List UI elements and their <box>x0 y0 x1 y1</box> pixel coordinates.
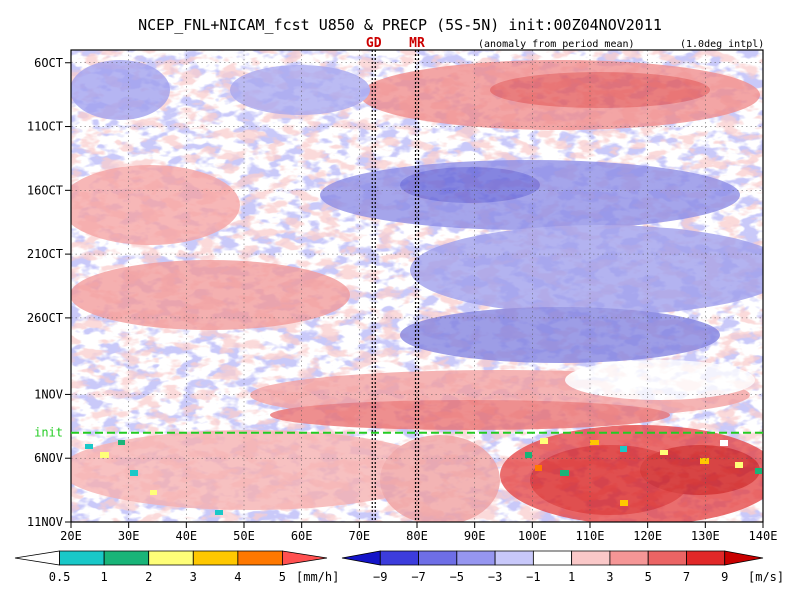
precip-pixels <box>85 438 762 515</box>
x-tick-label: 80E <box>406 529 428 543</box>
chart-subtitle-right: (1.0deg intpl) <box>680 39 764 50</box>
colorbar-swatch <box>532 550 573 566</box>
x-tick-label: 30E <box>118 529 140 543</box>
colorbar-swatch <box>192 550 239 566</box>
colorbar-swatch <box>341 550 381 566</box>
colorbar-swatch <box>282 550 328 566</box>
marker-label: GD <box>366 36 382 51</box>
y-tick-label: 21OCT <box>27 247 63 261</box>
colorbar-unit: [m/s] <box>748 570 784 584</box>
y-tick-label: 11NOV <box>27 515 63 529</box>
colorbar-swatch <box>237 550 283 566</box>
station-markers: GD MR <box>366 36 425 522</box>
y-tick-label: 16OCT <box>27 183 63 197</box>
y-tick-label: 11OCT <box>27 120 63 134</box>
colorbar-label: −1 <box>526 570 540 584</box>
y-tick-label: 1NOV <box>34 387 63 401</box>
grid-lines <box>71 50 763 522</box>
y-tick-label: 6OCT <box>34 56 63 70</box>
colorbar-label: 2 <box>145 570 152 584</box>
colorbar-label: 5 <box>645 570 652 584</box>
colorbar-swatch <box>647 550 687 566</box>
colorbar-label: −9 <box>373 570 387 584</box>
init-label: init <box>34 426 63 440</box>
colorbar-label: −5 <box>450 570 464 584</box>
anomaly-field <box>71 50 763 522</box>
x-tick-label: 70E <box>348 529 370 543</box>
x-axis: 20E 30E 40E 50E 60E 70E 80E 90E 100E 110E 120E 130E… <box>60 522 777 543</box>
x-tick-label: 50E <box>233 529 255 543</box>
colorbar-label: 1 <box>568 570 575 584</box>
colorbar-swatch <box>418 550 458 566</box>
colorbar-label: −7 <box>411 570 425 584</box>
precip-colorbar: 0.5 1 2 3 4 5 [mm/h] <box>14 550 339 584</box>
u850-colorbar: −9 −7 −5 −3 −1 1 3 5 7 9 [m/s] <box>341 550 784 584</box>
colorbar-swatch <box>103 550 150 566</box>
x-tick-label: 90E <box>464 529 486 543</box>
colorbar-swatch <box>379 550 419 566</box>
x-tick-label: 20E <box>60 529 82 543</box>
y-tick-label: 26OCT <box>27 311 63 325</box>
colorbar-swatch <box>609 550 649 566</box>
colorbar-swatch <box>494 550 534 566</box>
colorbar-swatch <box>456 550 496 566</box>
x-tick-label: 130E <box>691 529 720 543</box>
colorbar-unit: [mm/h] <box>296 570 339 584</box>
colorbar-swatch <box>148 550 194 566</box>
colorbar-label: 0.5 <box>49 570 71 584</box>
y-axis: 6OCT 11OCT 16OCT 21OCT 26OCT 1NOV 6NOV 11NOV <box>27 56 71 529</box>
x-tick-label: 60E <box>291 529 313 543</box>
x-tick-label: 100E <box>518 529 547 543</box>
colorbar-swatch <box>14 550 60 566</box>
x-tick-label: 40E <box>175 529 197 543</box>
y-tick-label: 6NOV <box>34 451 63 465</box>
colorbar-swatch <box>571 550 611 566</box>
x-tick-label: 140E <box>749 529 778 543</box>
colorbar-label: 3 <box>190 570 197 584</box>
x-tick-label: 110E <box>576 529 605 543</box>
colorbar-label: 4 <box>234 570 241 584</box>
init-line: init <box>34 426 763 440</box>
colorbar-label: 3 <box>606 570 613 584</box>
marker-label: MR <box>409 36 425 51</box>
chart-subtitle-left: (anomaly from period mean) <box>478 39 635 50</box>
colorbar-label: 1 <box>101 570 108 584</box>
colorbar-label: 7 <box>683 570 690 584</box>
colorbar-swatch <box>686 550 726 566</box>
colorbar-swatch <box>724 550 764 566</box>
x-tick-label: 120E <box>633 529 662 543</box>
colorbar-label: −3 <box>488 570 502 584</box>
colorbar-label: 9 <box>721 570 728 584</box>
chart-title: NCEP_FNL+NICAM_fcst U850 & PRECP (5S-5N)… <box>138 16 662 34</box>
colorbar-label: 5 <box>279 570 286 584</box>
colorbar-swatch <box>59 550 105 566</box>
